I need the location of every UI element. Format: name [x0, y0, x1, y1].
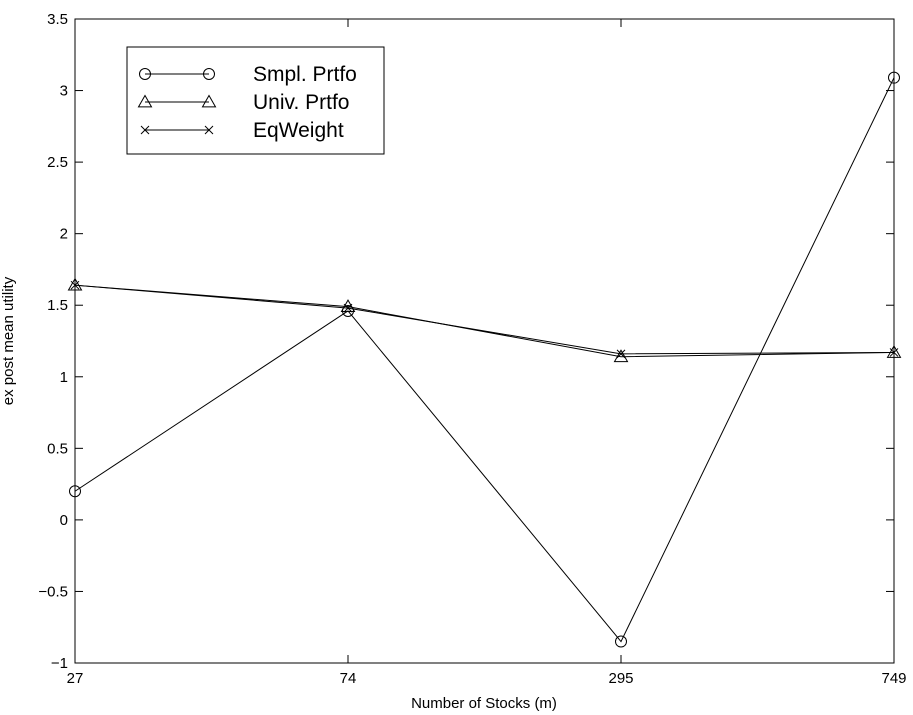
legend-entry: Univ. Prtfo — [137, 91, 349, 114]
y-tick-label: 1 — [60, 369, 68, 386]
legend-entry: Smpl. Prtfo — [139, 63, 357, 86]
legend-marker — [201, 94, 217, 108]
legend-marker — [203, 68, 215, 80]
legend-label: Smpl. Prtfo — [253, 63, 357, 86]
legend: Smpl. Prtfo Univ. Prtfo EqWeight — [126, 46, 385, 155]
series-triangle — [67, 277, 902, 363]
data-point — [67, 277, 83, 291]
data-point — [70, 280, 80, 290]
series-layer — [67, 71, 902, 648]
y-axis-label: ex post mean utility — [0, 276, 17, 405]
series-circle — [69, 71, 900, 648]
y-tick-label: 1.5 — [47, 297, 68, 314]
y-tick-label: 2 — [60, 226, 68, 243]
data-point — [889, 348, 899, 357]
x-tick-label: 27 — [67, 670, 84, 687]
y-axis: −1 −0.5 0 0.5 1 1.5 2 2.5 3 3.5 — [38, 11, 894, 672]
data-point — [615, 635, 627, 648]
legend-marker — [139, 68, 151, 80]
y-tick-label: 3.5 — [47, 11, 68, 28]
series-x — [70, 280, 899, 359]
legend-marker — [140, 125, 150, 135]
y-tick-label: 0 — [60, 512, 68, 529]
x-tick-label: 74 — [340, 670, 357, 687]
data-point — [888, 71, 900, 84]
data-point — [886, 344, 902, 358]
legend-entry: EqWeight — [140, 119, 344, 142]
data-point — [342, 304, 354, 317]
series-line — [74, 77, 895, 643]
data-point — [69, 485, 81, 498]
x-tick-label: 295 — [608, 670, 633, 687]
y-tick-label: 3 — [60, 83, 68, 100]
y-tick-label: 0.5 — [47, 440, 68, 457]
x-axis-label: Number of Stocks (m) — [411, 695, 557, 712]
series-line — [74, 284, 895, 355]
data-point — [613, 349, 629, 363]
x-axis: 27 74 295 749 — [67, 19, 907, 687]
x-tick-label: 749 — [881, 670, 906, 687]
data-point — [343, 303, 353, 313]
series-line — [74, 284, 895, 358]
y-tick-label: −0.5 — [38, 583, 68, 600]
legend-marker — [204, 125, 214, 135]
data-point — [616, 349, 626, 359]
legend-label: Univ. Prtfo — [253, 91, 349, 114]
y-tick-label: 2.5 — [47, 154, 68, 171]
legend-box — [126, 46, 385, 155]
legend-marker — [137, 94, 153, 108]
legend-label: EqWeight — [253, 119, 344, 142]
data-point — [340, 299, 356, 313]
y-tick-label: −1 — [51, 655, 68, 672]
